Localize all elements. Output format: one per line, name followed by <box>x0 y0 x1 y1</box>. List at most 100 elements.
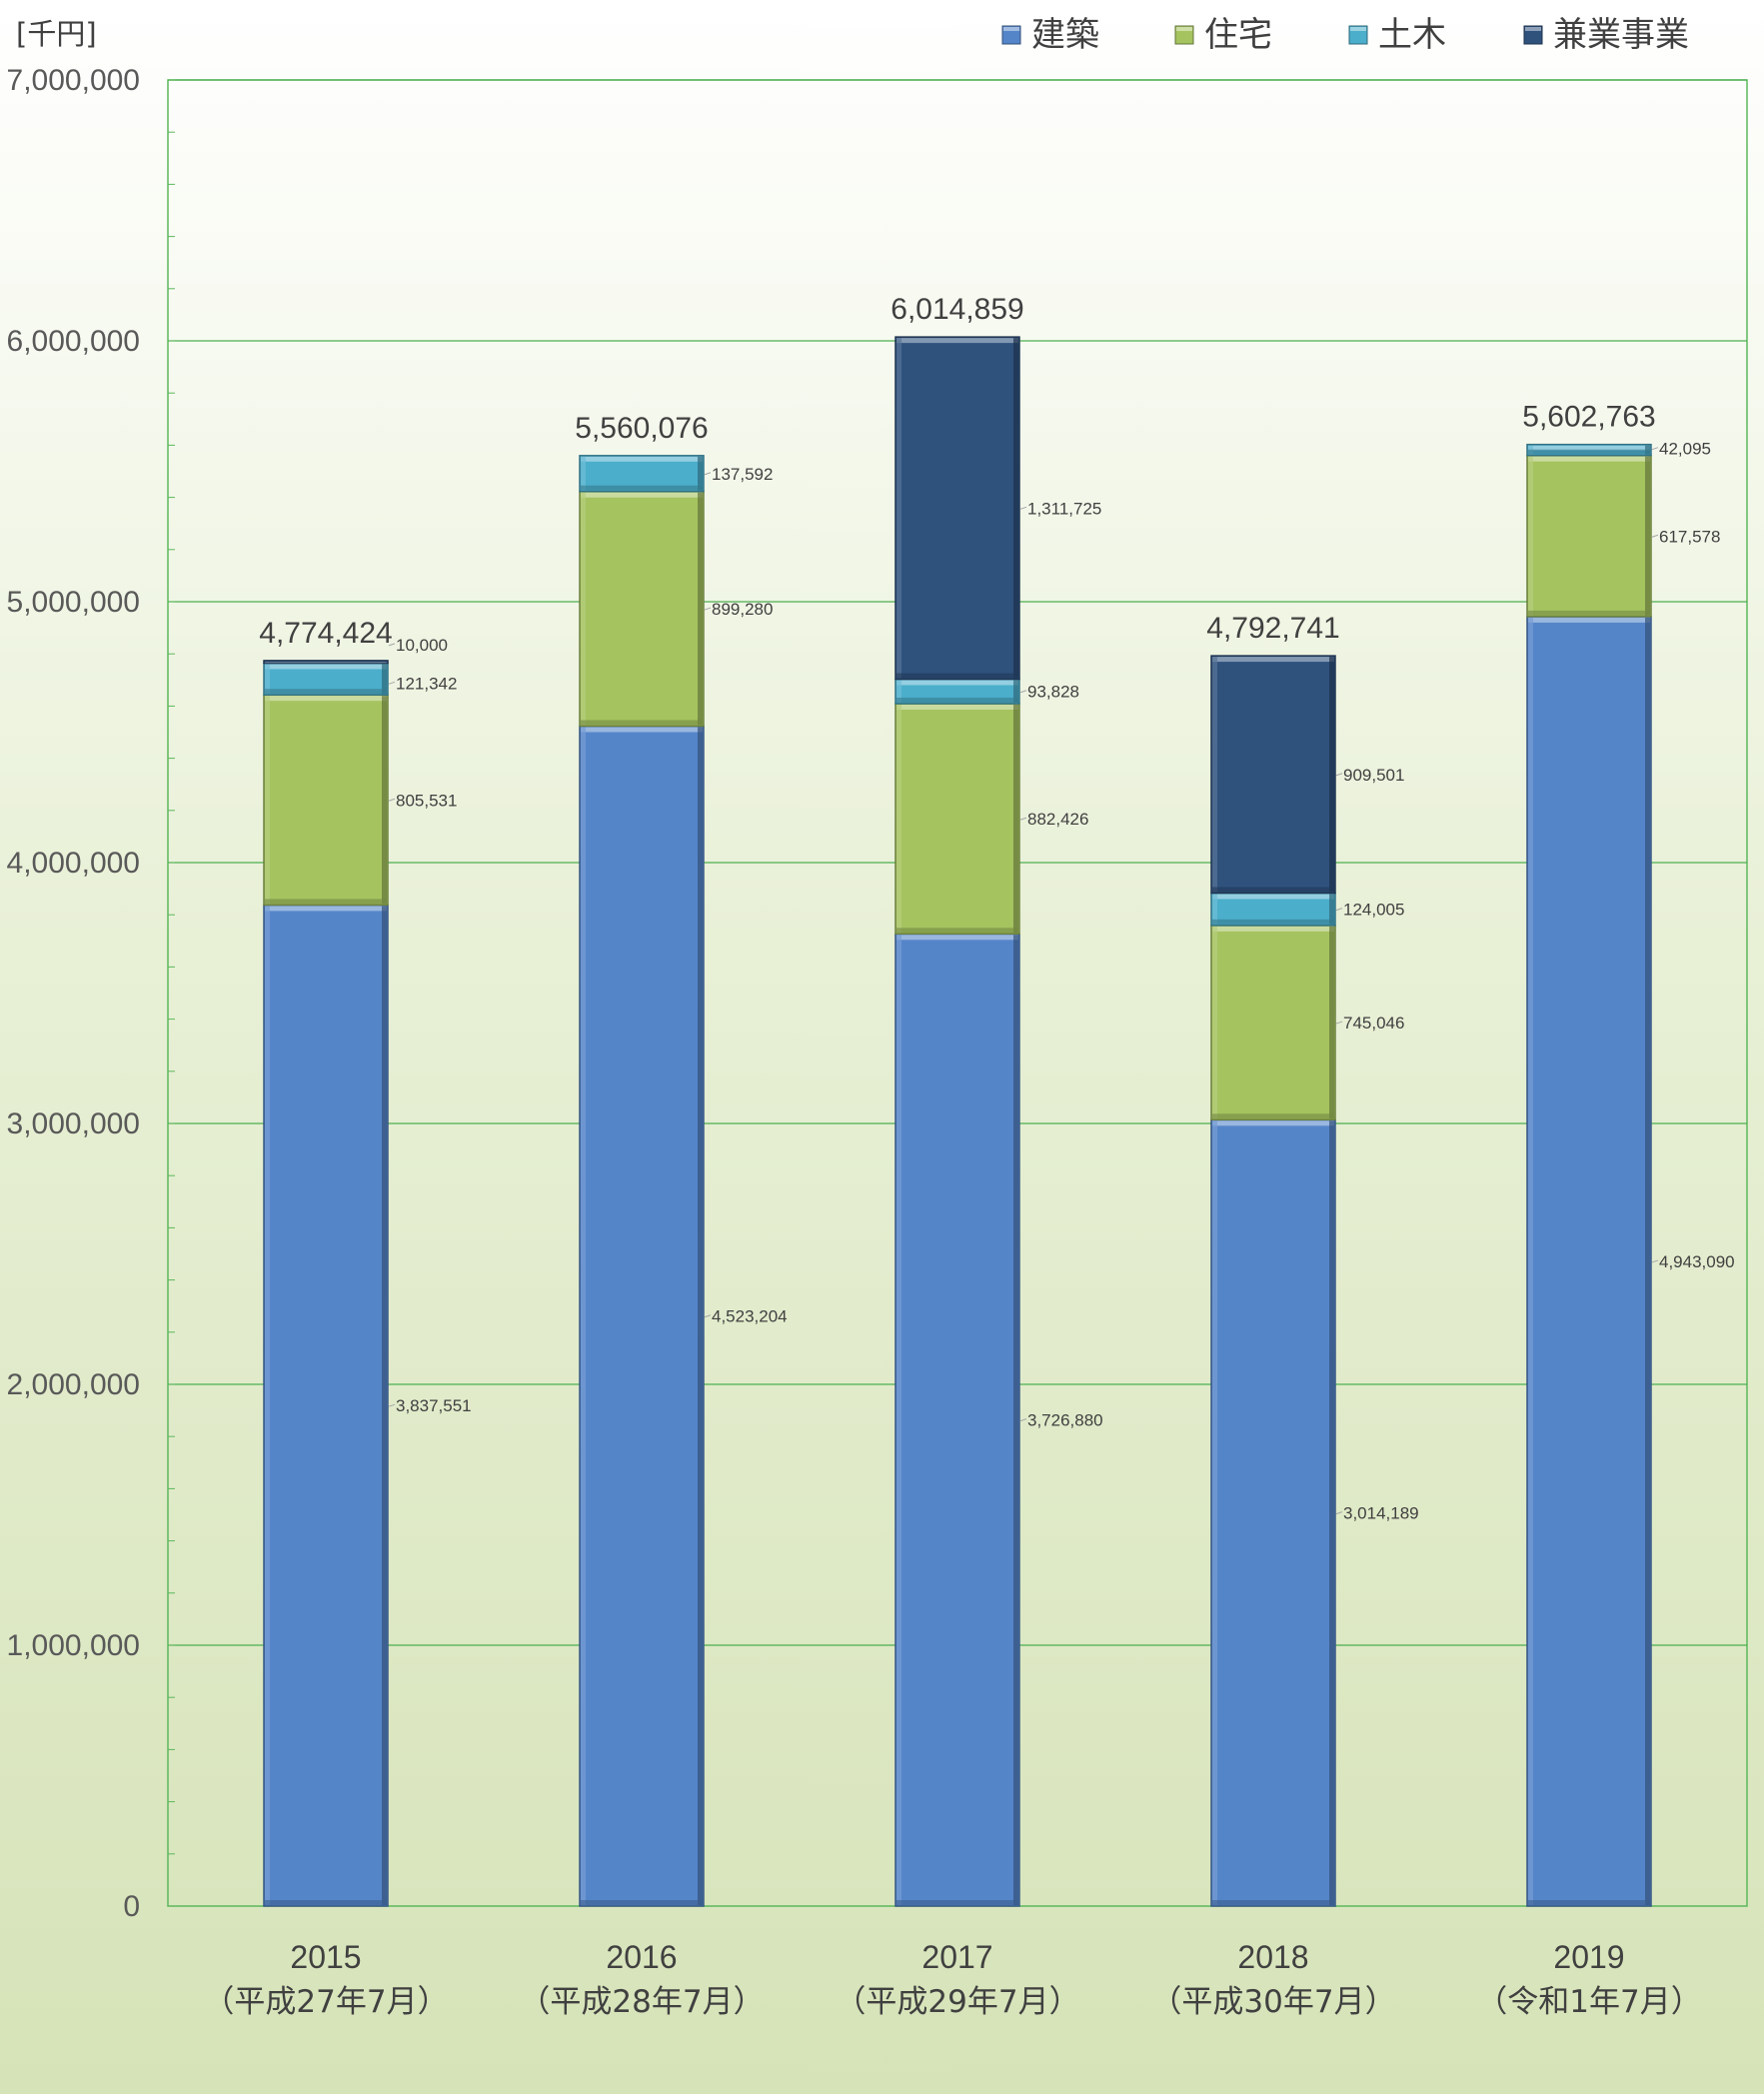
bar-bevel-bottom <box>896 928 1018 934</box>
leader-line <box>1335 1511 1343 1515</box>
x-category-label: 2017 <box>921 1939 992 1975</box>
bar-bevel-top <box>265 906 387 912</box>
labels-layer: 0 1,000,000 2,000,000 3,000,000 4,000,000 5,0… <box>7 64 1735 2020</box>
leader-line <box>1651 447 1659 451</box>
bar-bevel-bottom <box>581 720 703 726</box>
x-category-sublabel: （平成27年7月） <box>203 1984 448 2020</box>
legend-label: 土木 <box>1378 15 1446 55</box>
bar-bevel-top <box>1212 926 1334 932</box>
segment-data-label: 93,828 <box>1027 683 1079 702</box>
bar-bevel-right <box>382 664 387 695</box>
leader-line <box>388 681 396 685</box>
leader-line <box>704 607 712 611</box>
leader-line <box>1335 773 1343 777</box>
bar-segment <box>894 336 1020 681</box>
bar-bevel-right <box>1645 617 1650 1905</box>
bar-bevel-bottom <box>265 1900 387 1905</box>
bar-bevel-top <box>1212 1120 1334 1126</box>
bar-bevel-right <box>1329 657 1334 893</box>
bar-bevel-right <box>1329 894 1334 925</box>
bar-bevel-bottom <box>581 485 703 491</box>
bar-bevel-right <box>382 906 387 1905</box>
segment-data-label: 4,523,204 <box>712 1307 788 1326</box>
total-label: 6,014,859 <box>890 293 1023 326</box>
legend-label: 兼業事業 <box>1553 15 1689 55</box>
bar-segment <box>1210 925 1336 1121</box>
leader-line <box>704 472 712 476</box>
bar-bevel-right <box>1013 680 1018 703</box>
bar-bevel-left <box>896 338 901 679</box>
bar-bevel-bottom <box>1212 887 1334 893</box>
leader-line <box>1019 506 1027 510</box>
bar-segment <box>263 694 389 907</box>
bar-bevel-bottom <box>1212 1113 1334 1119</box>
segment-data-label: 882,426 <box>1027 810 1088 829</box>
bar-bevel-left <box>1212 657 1217 893</box>
bar-bevel-top <box>896 935 1018 941</box>
segment-data-label: 3,837,551 <box>396 1396 472 1415</box>
y-tick-label: 7,000,000 <box>7 64 140 97</box>
bar-bevel-top <box>265 696 387 702</box>
bar-bevel-right <box>1329 1120 1334 1905</box>
bar-bevel-right <box>698 492 703 726</box>
bar-bevel-bottom <box>1212 919 1334 925</box>
segment-data-label: 909,501 <box>1343 766 1404 785</box>
segment-data-label: 1,311,725 <box>1027 499 1101 518</box>
leader-line <box>388 798 396 802</box>
bar-bevel-left <box>581 456 586 491</box>
y-tick-label: 4,000,000 <box>7 847 140 880</box>
legend-swatch-bevel <box>1525 27 1541 31</box>
bar-bevel-right <box>1013 338 1018 679</box>
leader-line <box>1335 908 1343 912</box>
bar-bevel-top <box>1212 657 1334 663</box>
x-category-sublabel: （平成29年7月） <box>835 1984 1079 2020</box>
bar-bevel-bottom <box>265 689 387 695</box>
bar-bevel-left <box>581 727 586 1905</box>
bars-layer <box>263 336 1652 1907</box>
x-category-label: 2019 <box>1553 1939 1624 1975</box>
y-tick-label: 6,000,000 <box>7 325 140 358</box>
bar-segment <box>579 490 705 728</box>
x-category-label: 2018 <box>1237 1939 1308 1975</box>
segment-data-label: 4,943,090 <box>1659 1252 1735 1271</box>
bar-bevel-top <box>896 680 1018 686</box>
bar-bevel-top <box>1528 456 1650 462</box>
segment-data-label: 805,531 <box>396 791 457 810</box>
bar-bevel-bottom <box>1528 1900 1650 1905</box>
bar-bevel-left <box>1528 456 1533 616</box>
bar-bevel-bottom <box>896 1900 1018 1905</box>
legend: 建築 住宅 土木 兼業事業 <box>1001 15 1689 55</box>
bar-bevel-right <box>1329 926 1334 1119</box>
leader-line <box>1019 690 1027 694</box>
segment-data-label: 617,578 <box>1659 527 1720 546</box>
x-category-label: 2016 <box>606 1939 677 1975</box>
bar-segment <box>1526 454 1652 618</box>
bar-bevel-top <box>896 338 1018 344</box>
bar-bevel-right <box>1013 935 1018 1905</box>
bar-bevel-top <box>581 456 703 462</box>
bar-bevel-top <box>265 664 387 670</box>
bar-segment <box>1210 655 1336 895</box>
leader-line <box>1651 1259 1659 1263</box>
bar-bevel-bottom <box>896 673 1018 679</box>
bar-bevel-left <box>1212 1120 1217 1905</box>
bar-bevel-right <box>382 696 387 905</box>
bar-segment <box>894 703 1020 936</box>
y-tick-label: 1,000,000 <box>7 1629 140 1662</box>
bar-bevel-left <box>896 704 901 934</box>
leader-line <box>1335 1021 1343 1025</box>
bar-bevel-top <box>896 704 1018 710</box>
bar-bevel-bottom <box>1212 1900 1334 1905</box>
bar-bevel-left <box>265 664 270 695</box>
legend-label: 住宅 <box>1204 15 1272 55</box>
bar-bevel-bottom <box>1528 449 1650 455</box>
leader-line <box>388 643 396 647</box>
leader-line <box>704 1314 712 1318</box>
bar-bevel-top <box>1528 617 1650 623</box>
bar-segment <box>579 725 705 1907</box>
x-category-sublabel: （令和1年7月） <box>1476 1984 1701 2020</box>
bar-bevel-right <box>698 456 703 491</box>
bar-bevel-left <box>1212 894 1217 925</box>
